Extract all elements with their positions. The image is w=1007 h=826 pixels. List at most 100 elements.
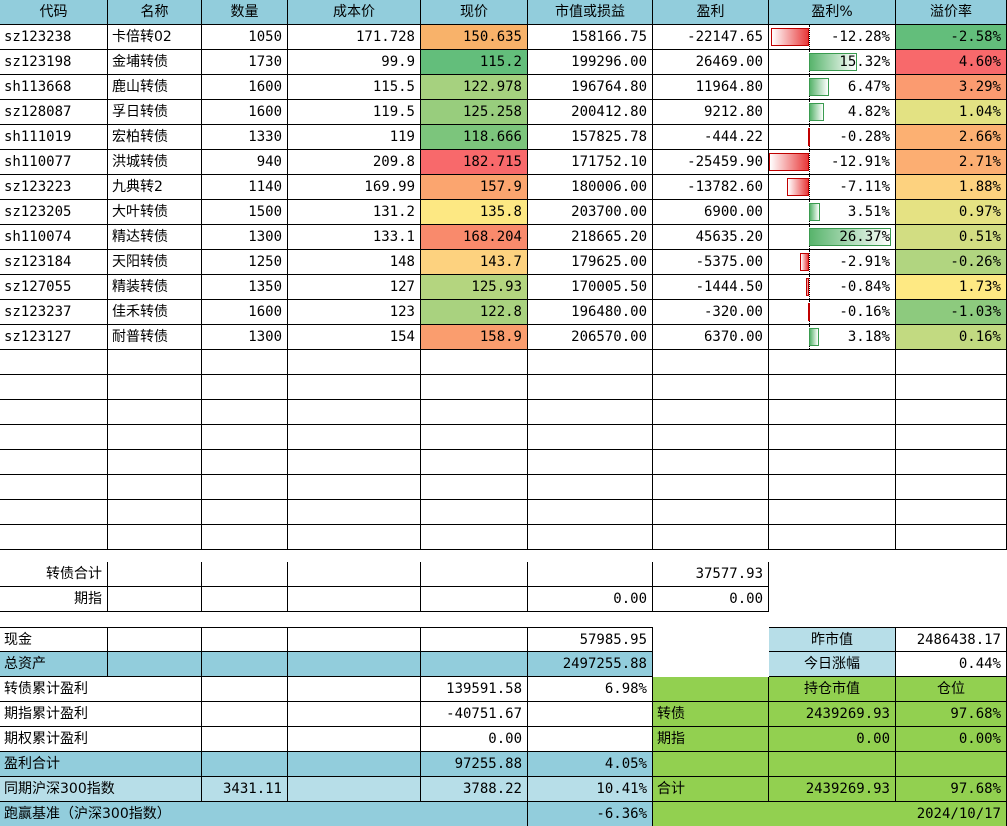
cell-premium[interactable]: 0.97%: [896, 200, 1007, 225]
hs300-start[interactable]: 3431.11: [202, 777, 288, 802]
today-change-label[interactable]: 今日涨幅: [769, 652, 896, 677]
empty-cell[interactable]: [653, 425, 769, 450]
cell[interactable]: [108, 652, 202, 677]
header-cost[interactable]: 成本价: [288, 0, 421, 25]
benchmark-label[interactable]: 跑赢基准（沪深300指数）: [0, 802, 528, 826]
cell-profit[interactable]: 45635.20: [653, 225, 769, 250]
cell-pct[interactable]: 3.18%: [769, 325, 896, 350]
empty-cell[interactable]: [653, 375, 769, 400]
cell[interactable]: [653, 752, 769, 777]
prev-value-label[interactable]: 昨市值: [769, 627, 896, 652]
empty-cell[interactable]: [653, 500, 769, 525]
position-fut-value[interactable]: 0.00: [769, 727, 896, 752]
cash-value[interactable]: 57985.95: [528, 627, 653, 652]
empty-cell[interactable]: [769, 500, 896, 525]
cell-name[interactable]: 精装转债: [108, 275, 202, 300]
empty-cell[interactable]: [896, 450, 1007, 475]
empty-cell[interactable]: [202, 400, 288, 425]
cell-name[interactable]: 孚日转债: [108, 100, 202, 125]
cell[interactable]: [528, 727, 653, 752]
cell-value[interactable]: 206570.00: [528, 325, 653, 350]
cell-cost[interactable]: 119: [288, 125, 421, 150]
today-change-value[interactable]: 0.44%: [896, 652, 1007, 677]
opt-cum-value[interactable]: 0.00: [421, 727, 528, 752]
cell-profit[interactable]: -444.22: [653, 125, 769, 150]
cell[interactable]: [288, 562, 421, 587]
cell-pct[interactable]: -12.28%: [769, 25, 896, 50]
cell-qty[interactable]: 1140: [202, 175, 288, 200]
cell[interactable]: [202, 752, 288, 777]
empty-cell[interactable]: [653, 450, 769, 475]
empty-cell[interactable]: [421, 350, 528, 375]
cell-value[interactable]: 218665.20: [528, 225, 653, 250]
cell-name[interactable]: 大叶转债: [108, 200, 202, 225]
weight-header[interactable]: 仓位: [896, 677, 1007, 702]
empty-cell[interactable]: [288, 500, 421, 525]
empty-cell[interactable]: [421, 375, 528, 400]
cell-cost[interactable]: 123: [288, 300, 421, 325]
position-sum-value[interactable]: 2439269.93: [769, 777, 896, 802]
cell-code[interactable]: sh111019: [0, 125, 108, 150]
empty-cell[interactable]: [202, 425, 288, 450]
cell-price[interactable]: 150.635: [421, 25, 528, 50]
cell-cost[interactable]: 99.9: [288, 50, 421, 75]
cell-name[interactable]: 九典转2: [108, 175, 202, 200]
futures-label[interactable]: 期指: [0, 587, 108, 612]
empty-cell[interactable]: [0, 400, 108, 425]
cell-premium[interactable]: 1.73%: [896, 275, 1007, 300]
empty-cell[interactable]: [653, 475, 769, 500]
empty-cell[interactable]: [288, 350, 421, 375]
cell[interactable]: [108, 562, 202, 587]
cell-qty[interactable]: 1730: [202, 50, 288, 75]
cell-profit[interactable]: 11964.80: [653, 75, 769, 100]
empty-cell[interactable]: [896, 525, 1007, 550]
empty-cell[interactable]: [896, 425, 1007, 450]
cell-code[interactable]: sz123238: [0, 25, 108, 50]
cell[interactable]: [288, 627, 421, 652]
futures-profit[interactable]: 0.00: [653, 587, 769, 612]
header-premium[interactable]: 溢价率: [896, 0, 1007, 25]
position-cb-value[interactable]: 2439269.93: [769, 702, 896, 727]
cell-value[interactable]: 171752.10: [528, 150, 653, 175]
cell-price[interactable]: 122.8: [421, 300, 528, 325]
cell[interactable]: [288, 677, 421, 702]
cell[interactable]: [421, 587, 528, 612]
cell-price[interactable]: 157.9: [421, 175, 528, 200]
cell[interactable]: [202, 677, 288, 702]
empty-cell[interactable]: [769, 525, 896, 550]
empty-cell[interactable]: [288, 400, 421, 425]
empty-cell[interactable]: [769, 450, 896, 475]
cell-value[interactable]: 196764.80: [528, 75, 653, 100]
position-cb-label[interactable]: 转债: [653, 702, 769, 727]
profit-total-pct[interactable]: 4.05%: [528, 752, 653, 777]
cell-premium[interactable]: -0.26%: [896, 250, 1007, 275]
position-sum-weight[interactable]: 97.68%: [896, 777, 1007, 802]
empty-cell[interactable]: [421, 500, 528, 525]
position-fut-weight[interactable]: 0.00%: [896, 727, 1007, 752]
cell-price[interactable]: 135.8: [421, 200, 528, 225]
cell[interactable]: [288, 777, 421, 802]
empty-cell[interactable]: [288, 450, 421, 475]
cell-price[interactable]: 125.93: [421, 275, 528, 300]
empty-cell[interactable]: [421, 450, 528, 475]
convert-total-label[interactable]: 转债合计: [0, 562, 108, 587]
cell-profit[interactable]: 26469.00: [653, 50, 769, 75]
empty-cell[interactable]: [202, 500, 288, 525]
futures-value[interactable]: 0.00: [528, 587, 653, 612]
total-assets-label[interactable]: 总资产: [0, 652, 108, 677]
header-name[interactable]: 名称: [108, 0, 202, 25]
cell[interactable]: [421, 562, 528, 587]
cell-qty[interactable]: 1500: [202, 200, 288, 225]
empty-cell[interactable]: [896, 475, 1007, 500]
cell-premium[interactable]: 0.51%: [896, 225, 1007, 250]
cell-profit[interactable]: -1444.50: [653, 275, 769, 300]
cell-pct[interactable]: 3.51%: [769, 200, 896, 225]
cell[interactable]: [288, 727, 421, 752]
cell[interactable]: [653, 677, 769, 702]
empty-cell[interactable]: [0, 375, 108, 400]
empty-cell[interactable]: [896, 400, 1007, 425]
cell-value[interactable]: 199296.00: [528, 50, 653, 75]
cell-premium[interactable]: 1.88%: [896, 175, 1007, 200]
cell-code[interactable]: sz128087: [0, 100, 108, 125]
empty-cell[interactable]: [0, 450, 108, 475]
